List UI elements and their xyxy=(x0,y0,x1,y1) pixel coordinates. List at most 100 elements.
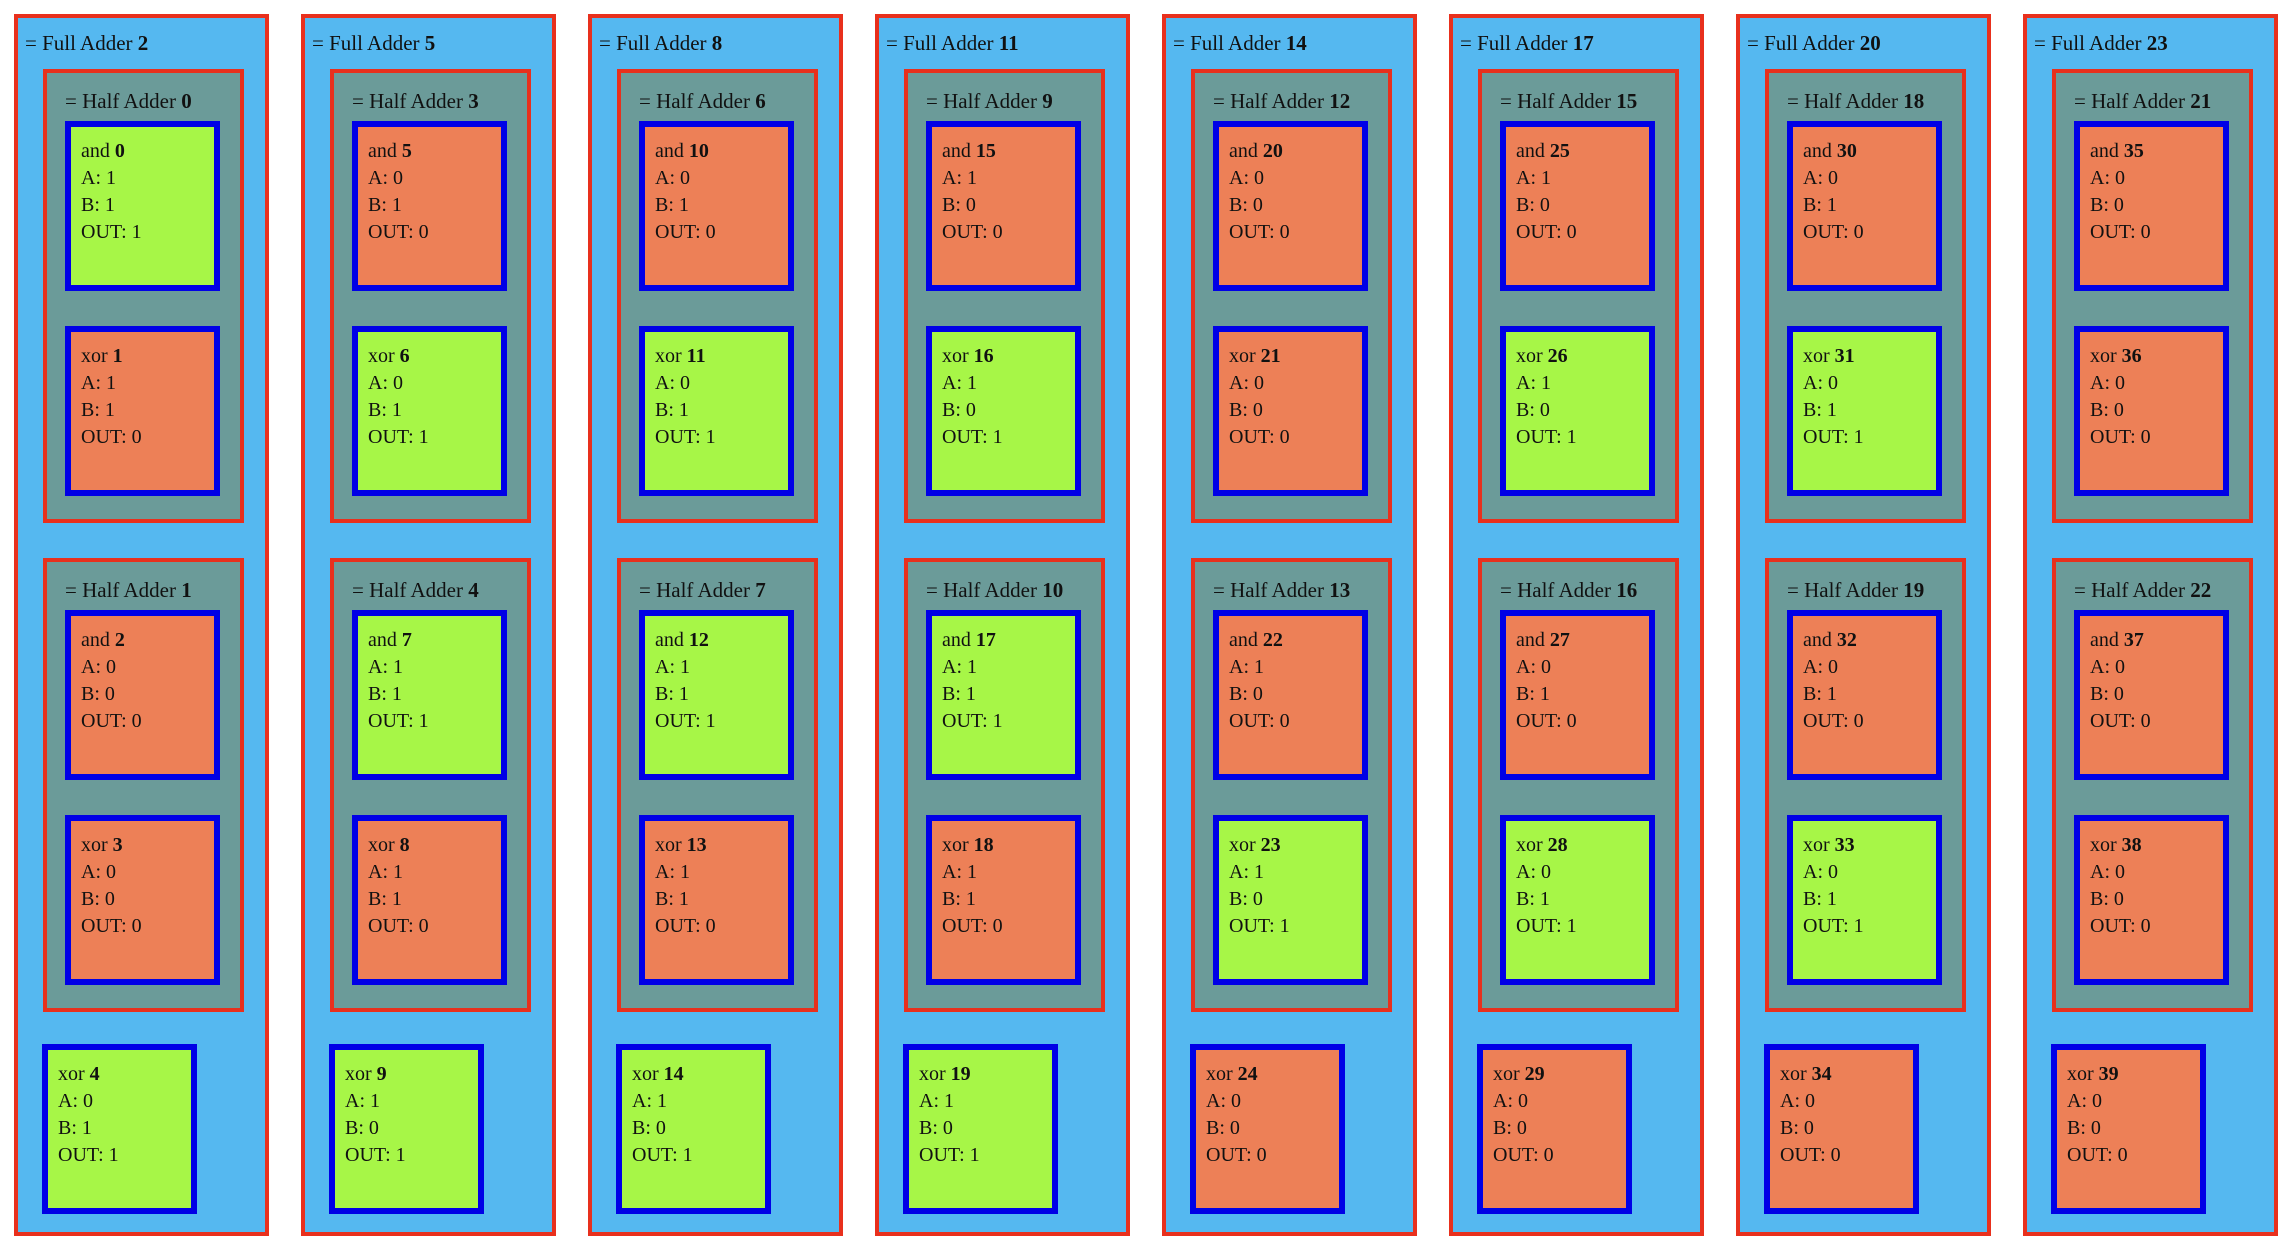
gate-input-a: A: 1 xyxy=(1229,861,1264,883)
gate-input-b: B: 0 xyxy=(1229,399,1263,421)
gate-output: OUT: 0 xyxy=(1493,1144,1554,1166)
full-adder-label: = Full Adder 8 xyxy=(599,30,839,56)
gate-input-b: B: 0 xyxy=(1229,683,1263,705)
gate-id: 10 xyxy=(688,140,709,162)
gate-input-b: B: 0 xyxy=(81,683,115,705)
gate-type: xor xyxy=(1516,834,1543,856)
gate-input-a: A: 0 xyxy=(655,372,690,394)
half-adder-label: = Half Adder 16 xyxy=(1500,577,1675,603)
gate-type: and xyxy=(655,629,684,651)
gate-type: xor xyxy=(919,1063,946,1085)
gate-type: and xyxy=(1803,140,1832,162)
gate-id: 16 xyxy=(973,345,994,367)
gate-output: OUT: 1 xyxy=(368,426,429,448)
gate-id: 3 xyxy=(112,834,123,856)
gate-title: xor 9 xyxy=(345,1061,472,1088)
half-adder-19: = Half Adder 19 and 32 A: 0 B: 1 OUT: 0 … xyxy=(1765,558,1966,1012)
gate-title: xor 26 xyxy=(1516,343,1643,370)
half-adder-label: = Half Adder 1 xyxy=(65,577,240,603)
gate-type: and xyxy=(368,629,397,651)
gate-input-b: B: 0 xyxy=(2090,683,2124,705)
gate-input-b: B: 0 xyxy=(632,1117,666,1139)
gate-output: OUT: 0 xyxy=(2090,915,2151,937)
gate-input-b: B: 1 xyxy=(368,399,402,421)
full-adder-2: = Full Adder 2 = Half Adder 0 and 0 A: 1… xyxy=(14,14,269,1236)
full-adder-id: 23 xyxy=(2146,31,2168,55)
gate-output: OUT: 1 xyxy=(1803,915,1864,937)
gate-title: and 10 xyxy=(655,138,782,165)
gate-input-a: A: 0 xyxy=(2090,167,2125,189)
half-adder-label: = Half Adder 13 xyxy=(1213,577,1388,603)
half-adder-label-text: = Half Adder xyxy=(1787,578,1898,602)
gate-input-a: A: 0 xyxy=(1803,372,1838,394)
half-adder-id: 12 xyxy=(1329,89,1351,113)
gate-title: and 27 xyxy=(1516,627,1643,654)
gate-title: and 20 xyxy=(1229,138,1356,165)
half-adder-13: = Half Adder 13 and 22 A: 1 B: 0 OUT: 0 … xyxy=(1191,558,1392,1012)
gate-id: 35 xyxy=(2123,140,2144,162)
gate-xor-19: xor 19 A: 1 B: 0 OUT: 1 xyxy=(903,1044,1058,1214)
gate-id: 14 xyxy=(663,1063,684,1085)
gate-input-a: A: 0 xyxy=(1206,1090,1241,1112)
gate-input-a: A: 0 xyxy=(2090,861,2125,883)
gate-and-15: and 15 A: 1 B: 0 OUT: 0 xyxy=(926,121,1081,291)
gate-output: OUT: 1 xyxy=(58,1144,119,1166)
gate-xor-29: xor 29 A: 0 B: 0 OUT: 0 xyxy=(1477,1044,1632,1214)
gate-type: xor xyxy=(58,1063,85,1085)
gate-type: xor xyxy=(81,834,108,856)
gate-xor-13: xor 13 A: 1 B: 1 OUT: 0 xyxy=(639,815,794,985)
gate-output: OUT: 0 xyxy=(942,915,1003,937)
gate-output: OUT: 0 xyxy=(1516,710,1577,732)
gate-input-b: B: 1 xyxy=(942,683,976,705)
gate-type: and xyxy=(2090,629,2119,651)
gate-id: 26 xyxy=(1547,345,1568,367)
half-adder-id: 16 xyxy=(1616,578,1638,602)
gate-title: and 0 xyxy=(81,138,208,165)
gate-title: and 15 xyxy=(942,138,1069,165)
gate-title: xor 34 xyxy=(1780,1061,1907,1088)
gate-input-a: A: 0 xyxy=(1493,1090,1528,1112)
gate-input-a: A: 1 xyxy=(919,1090,954,1112)
gate-output: OUT: 0 xyxy=(368,915,429,937)
gate-input-b: B: 1 xyxy=(368,194,402,216)
half-adder-label-text: = Half Adder xyxy=(639,578,750,602)
gate-input-b: B: 0 xyxy=(1516,399,1550,421)
half-adder-16: = Half Adder 16 and 27 A: 0 B: 1 OUT: 0 … xyxy=(1478,558,1679,1012)
gate-input-a: A: 0 xyxy=(2067,1090,2102,1112)
gate-input-b: B: 0 xyxy=(345,1117,379,1139)
gate-id: 31 xyxy=(1834,345,1855,367)
gate-type: xor xyxy=(942,834,969,856)
gate-title: and 32 xyxy=(1803,627,1930,654)
gate-id: 30 xyxy=(1836,140,1857,162)
half-adder-label-text: = Half Adder xyxy=(1213,578,1324,602)
gate-type: and xyxy=(1229,629,1258,651)
gate-input-b: B: 0 xyxy=(919,1117,953,1139)
gate-id: 11 xyxy=(686,345,706,367)
gate-output: OUT: 1 xyxy=(1516,426,1577,448)
half-adder-label-text: = Half Adder xyxy=(65,89,176,113)
gate-input-b: B: 1 xyxy=(655,194,689,216)
gate-input-b: B: 1 xyxy=(655,683,689,705)
full-adder-id: 2 xyxy=(137,31,149,55)
full-adder-17: = Full Adder 17 = Half Adder 15 and 25 A… xyxy=(1449,14,1704,1236)
half-adder-22: = Half Adder 22 and 37 A: 0 B: 0 OUT: 0 … xyxy=(2052,558,2253,1012)
gate-title: xor 24 xyxy=(1206,1061,1333,1088)
gate-id: 13 xyxy=(686,834,707,856)
half-adder-id: 10 xyxy=(1042,578,1064,602)
gate-output: OUT: 0 xyxy=(2090,426,2151,448)
gate-input-b: B: 0 xyxy=(2090,194,2124,216)
gate-xor-34: xor 34 A: 0 B: 0 OUT: 0 xyxy=(1764,1044,1919,1214)
gate-output: OUT: 1 xyxy=(942,426,1003,448)
gate-output: OUT: 0 xyxy=(1229,426,1290,448)
gate-output: OUT: 0 xyxy=(1229,221,1290,243)
gate-output: OUT: 0 xyxy=(942,221,1003,243)
gate-input-b: B: 1 xyxy=(368,888,402,910)
gate-input-a: A: 0 xyxy=(1229,167,1264,189)
gate-output: OUT: 1 xyxy=(1516,915,1577,937)
gate-title: and 35 xyxy=(2090,138,2217,165)
half-adder-id: 22 xyxy=(2190,578,2212,602)
half-adder-id: 3 xyxy=(468,89,479,113)
gate-id: 33 xyxy=(1834,834,1855,856)
gate-type: xor xyxy=(632,1063,659,1085)
gate-input-b: B: 1 xyxy=(942,888,976,910)
